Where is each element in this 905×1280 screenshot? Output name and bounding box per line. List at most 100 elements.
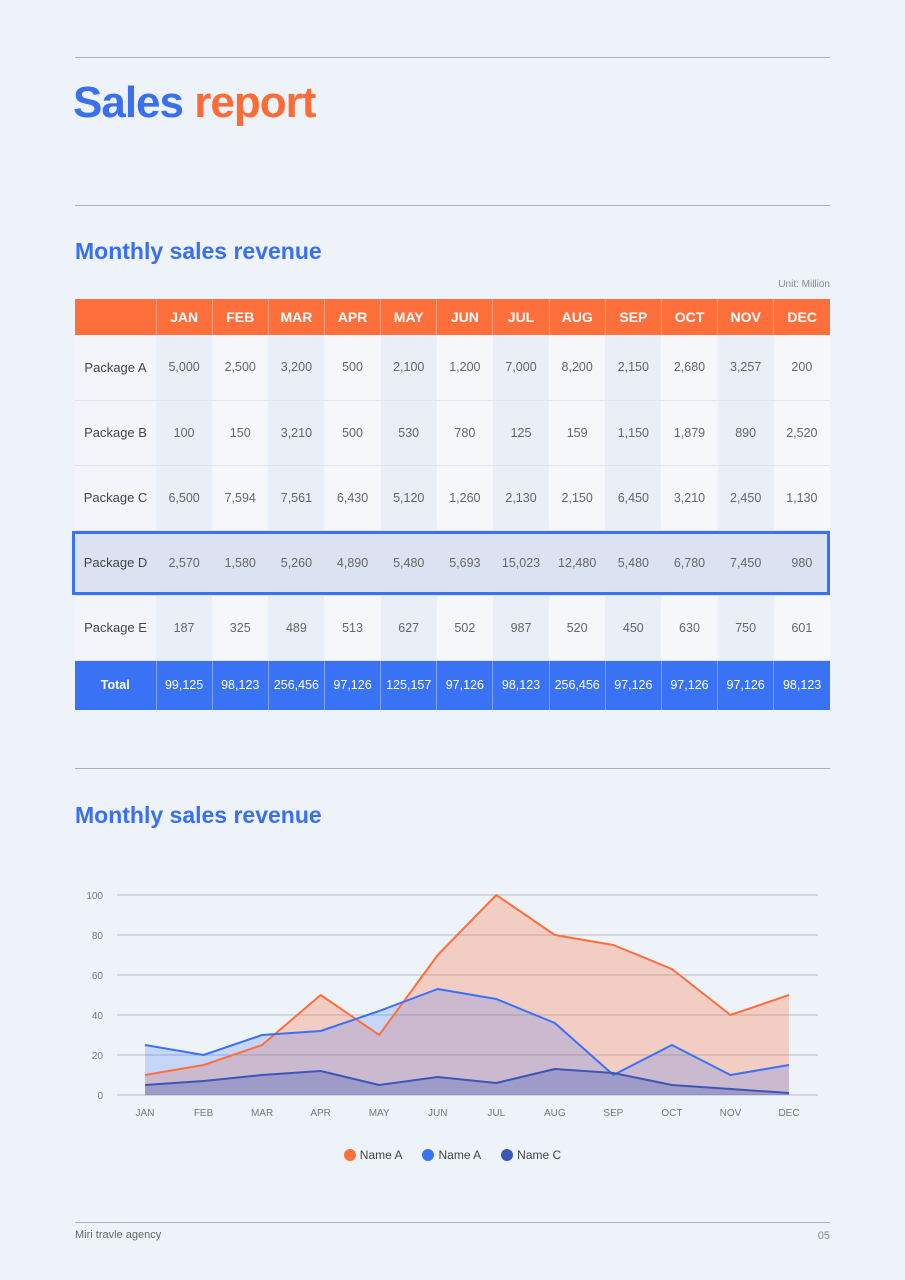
x-tick-label: SEP: [603, 1108, 623, 1119]
table-row: Package C 6,500 7,594 7,561 6,430 5,120 1,260 2…: [75, 465, 830, 531]
total-cell: 97,126: [660, 660, 718, 710]
total-cell: 99,125: [155, 660, 213, 710]
month-header: OCT: [660, 299, 718, 335]
header-empty: [75, 299, 156, 335]
table-cell: 7,594: [212, 465, 269, 531]
y-tick-label: 0: [97, 1091, 103, 1102]
table-cell: 987: [492, 595, 550, 661]
legend-label: Name A: [359, 1148, 403, 1162]
table-cell: 513: [324, 595, 381, 661]
total-cell: 97,126: [717, 660, 774, 710]
month-header: DEC: [773, 299, 830, 335]
footer-rule: [75, 1222, 830, 1223]
total-cell: 97,126: [604, 660, 662, 710]
month-header: JUN: [436, 299, 493, 335]
legend-label: Name C: [517, 1148, 562, 1162]
x-tick-label: FEB: [194, 1108, 214, 1119]
table-cell: 6,500: [156, 465, 213, 531]
table-cell: 2,150: [549, 465, 606, 531]
table-cell: 502: [436, 595, 493, 661]
row-label: Package C: [75, 465, 156, 531]
legend-item: Name A: [422, 1148, 481, 1162]
table-cell: 150: [212, 400, 269, 466]
table-cell: 325: [212, 595, 269, 661]
table-cell: 200: [773, 335, 830, 401]
x-tick-label: JUL: [487, 1108, 505, 1119]
y-tick-label: 20: [92, 1051, 104, 1062]
series-line: [144, 1068, 790, 1094]
table-cell: 2,520: [773, 400, 830, 466]
table-cell: 750: [717, 595, 774, 661]
row-label: Package A: [75, 335, 156, 401]
x-tick-label: AUG: [544, 1108, 566, 1119]
table-row: Package B 100 150 3,210 500 530 780 125 159 1,150…: [75, 400, 830, 466]
total-label: Total: [75, 660, 156, 710]
table-cell: 4,890: [324, 530, 381, 596]
table-cell: 1,130: [773, 465, 830, 531]
chart-legend: Name A Name A Name C: [0, 1148, 905, 1162]
table-cell: 450: [605, 595, 662, 661]
legend-marker: [501, 1149, 514, 1161]
footer-company: Miri travle agency: [75, 1229, 162, 1241]
total-row: Total 99,125 98,123 256,456 97,126 125,157 97,…: [75, 660, 830, 710]
chart-section-title: Monthly sales revenue: [75, 802, 322, 828]
table-cell: 6,780: [661, 530, 718, 596]
table-cell: 627: [380, 595, 437, 661]
table-cell: 5,000: [156, 335, 213, 401]
table-cell: 1,150: [605, 400, 662, 466]
series-line: [144, 894, 790, 1076]
total-cell: 98,123: [211, 660, 269, 710]
table-cell: 2,150: [605, 335, 662, 401]
table-cell: 1,200: [436, 335, 493, 401]
table-cell: 6,430: [324, 465, 381, 531]
row-label: Package B: [75, 400, 156, 466]
table-cell: 5,260: [268, 530, 325, 596]
table-cell: 500: [324, 335, 381, 401]
table-cell: 125: [492, 400, 550, 466]
table-cell: 8,200: [549, 335, 606, 401]
table-cell: 2,100: [380, 335, 437, 401]
month-header: APR: [323, 299, 381, 335]
table-row: Package D 2,570 1,580 5,260 4,890 5,480 5,693 1…: [75, 530, 830, 596]
total-cell: 256,456: [548, 660, 606, 710]
y-tick-label: 40: [92, 1011, 104, 1022]
table-cell: 159: [549, 400, 606, 466]
row-label: Package E: [75, 595, 156, 661]
legend-marker: [422, 1149, 435, 1161]
total-cell: 97,126: [436, 660, 493, 710]
table-cell: 3,200: [268, 335, 325, 401]
total-cell: 256,456: [267, 660, 325, 710]
month-header: JUL: [492, 299, 550, 335]
table-cell: 5,480: [380, 530, 437, 596]
legend-item: Name A: [343, 1148, 403, 1162]
total-cell: 97,126: [323, 660, 381, 710]
table-cell: 7,450: [717, 530, 774, 596]
x-tick-label: DEC: [778, 1108, 799, 1119]
table-cell: 3,210: [661, 465, 718, 531]
table-header-row: JAN FEB MAR APR MAY JUN JUL AUG SEP OCT NOV DEC: [75, 299, 830, 335]
table-cell: 15,023: [492, 530, 550, 596]
table-cell: 2,450: [717, 465, 774, 531]
table-section-title: Monthly sales revenue: [75, 238, 322, 264]
legend-item: Name C: [501, 1148, 561, 1162]
title-part-1: Sales: [73, 78, 184, 127]
sales-table: JAN FEB MAR APR MAY JUN JUL AUG SEP OCT NOV DEC Pac…: [75, 299, 830, 710]
x-tick-label: MAY: [369, 1108, 390, 1119]
month-header: MAR: [267, 299, 325, 335]
table-cell: 6,450: [605, 465, 662, 531]
table-cell: 2,500: [212, 335, 269, 401]
y-tick-label: 100: [86, 891, 103, 902]
row-label: Package D: [75, 530, 156, 596]
table-cell: 489: [268, 595, 325, 661]
month-header: SEP: [604, 299, 662, 335]
legend-label: Name A: [438, 1148, 482, 1162]
table-cell: 630: [661, 595, 718, 661]
table-cell: 7,561: [268, 465, 325, 531]
section-rule-1: [75, 205, 830, 206]
total-cell: 98,123: [773, 660, 830, 710]
page-number: 05: [817, 1230, 830, 1242]
x-tick-label: NOV: [720, 1108, 742, 1119]
table-cell: 2,680: [661, 335, 718, 401]
table-cell: 500: [324, 400, 381, 466]
table-cell: 7,000: [492, 335, 550, 401]
